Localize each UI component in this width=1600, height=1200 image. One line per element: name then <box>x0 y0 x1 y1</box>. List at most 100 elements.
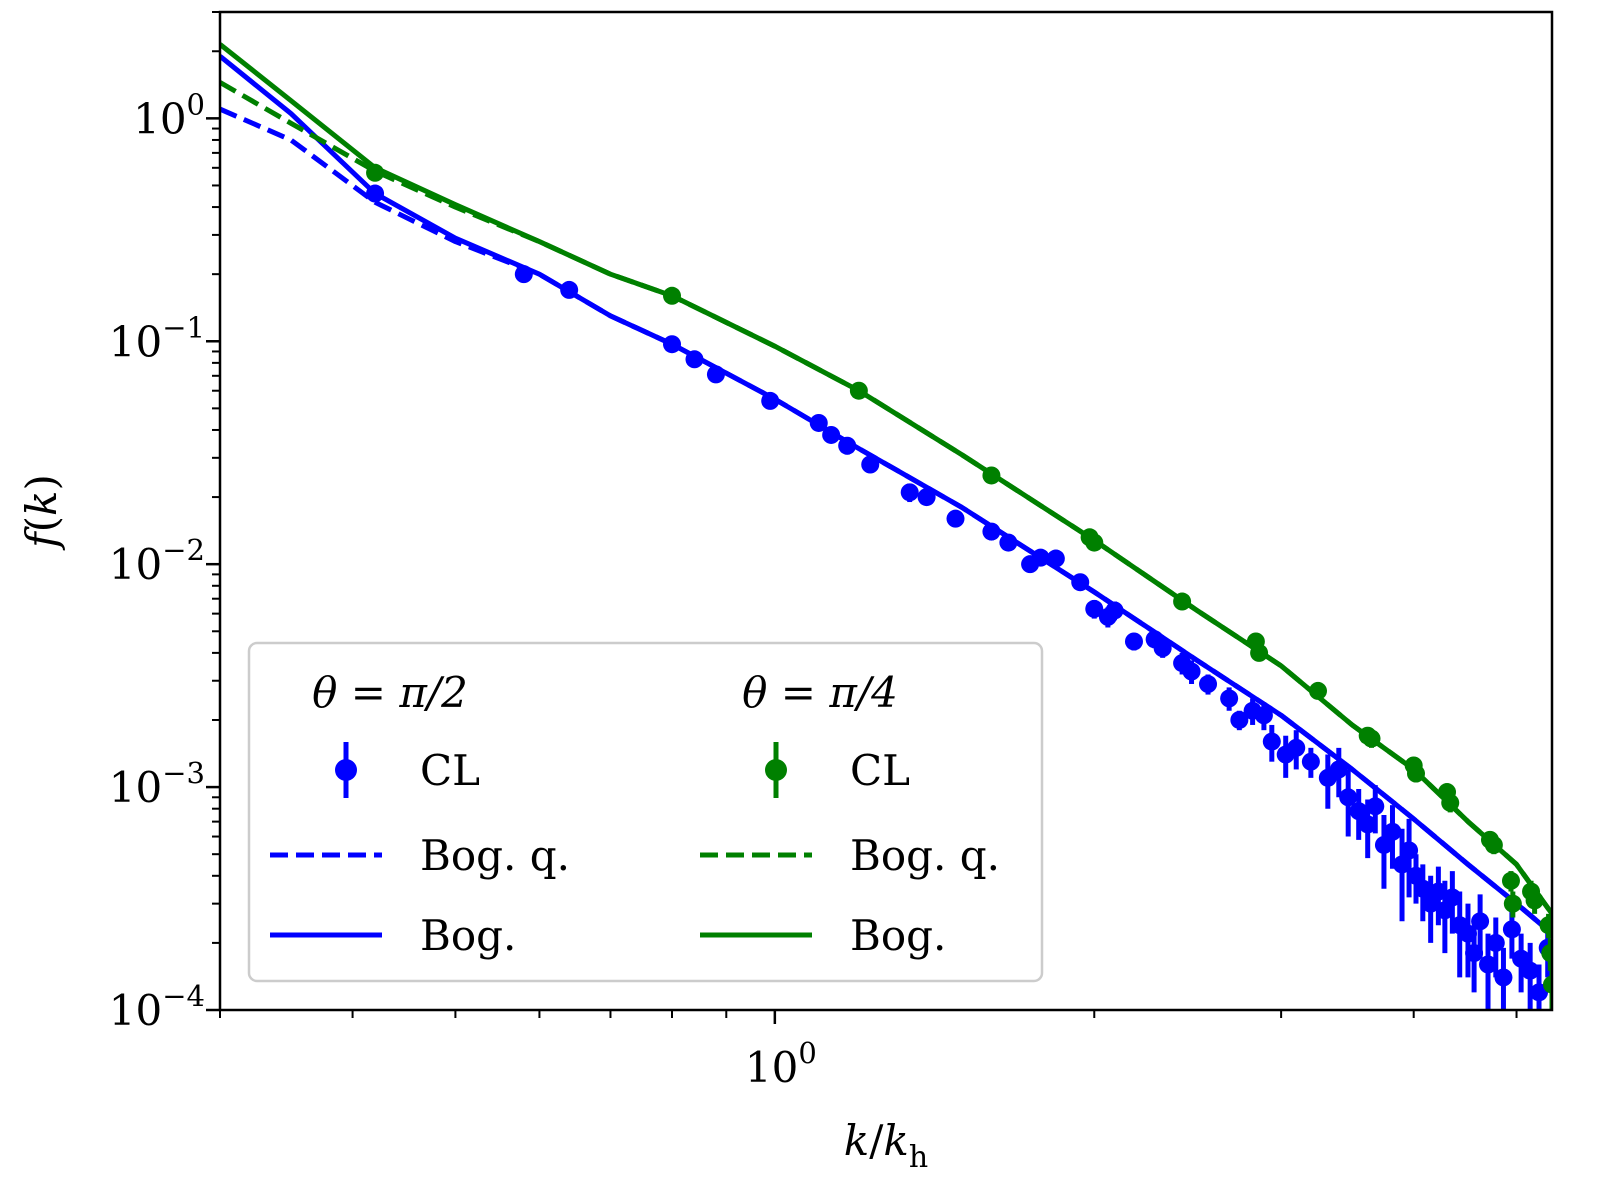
cl-data-point <box>366 163 385 182</box>
y-tick-label: 10−3 <box>109 756 205 812</box>
y-tick-label: 100 <box>133 87 205 143</box>
cl-data-point <box>1173 592 1192 611</box>
y-label-part: ) <box>17 474 66 490</box>
y-label-part: ( <box>17 516 66 532</box>
cl-data-point <box>1262 732 1281 751</box>
points-layer <box>366 163 1552 1010</box>
cl-data-point <box>1484 835 1503 854</box>
x-label-part: k <box>844 1116 869 1165</box>
cl-data-point <box>1541 944 1552 963</box>
cl-data-point <box>1153 639 1172 658</box>
cl-data-point <box>1362 729 1381 748</box>
cl-data-point <box>663 335 682 354</box>
cl-data-point <box>663 286 682 305</box>
cl-data-point <box>849 381 868 400</box>
cl-data-point <box>1521 961 1540 980</box>
cl-data-point <box>1309 681 1328 700</box>
cl-data-point <box>1543 975 1552 994</box>
tick-mantissa: 10 <box>745 1043 798 1092</box>
axis-ticks <box>206 11 1518 1024</box>
cl-data-point <box>1383 822 1402 841</box>
legend-point-marker <box>765 759 787 781</box>
cl-data-point <box>1329 760 1348 779</box>
tick-mantissa: 10 <box>109 763 162 812</box>
x-label-subscript: h <box>909 1140 928 1175</box>
cl-data-point <box>1530 983 1549 1002</box>
tick-mantissa: 10 <box>109 540 162 589</box>
cl-data-point <box>1406 764 1425 783</box>
cl-data-point <box>685 350 704 369</box>
tick-mantissa: 10 <box>109 986 162 1035</box>
cl-data-point <box>1182 662 1201 681</box>
tick-mantissa: 10 <box>133 94 186 143</box>
cl-data-point <box>809 413 828 432</box>
tick-exponent: −3 <box>162 756 205 790</box>
cl-data-point <box>514 265 533 284</box>
y-tick-label: 10−2 <box>109 533 205 589</box>
tick-exponent: 0 <box>187 87 205 121</box>
tick-exponent: −2 <box>162 533 205 567</box>
cl-data-point <box>838 436 857 455</box>
legend-entry-label: Bog. q. <box>420 831 570 880</box>
cl-data-point <box>1393 855 1412 874</box>
legend-entry-label: CL <box>420 746 480 795</box>
x-axis-label: k/kh <box>844 1116 928 1175</box>
legend-entry-label: Bog. q. <box>850 831 1000 880</box>
tick-exponent: −4 <box>162 979 205 1013</box>
cl-data-point <box>1085 599 1104 618</box>
cl-data-point <box>1503 894 1522 913</box>
tick-exponent: −1 <box>162 310 205 344</box>
cl-data-point <box>1250 643 1269 662</box>
tick-mantissa: 10 <box>109 317 162 366</box>
legend: θ = π/2 CL Bog. q. Bog. θ = π/4 CL Bog. q. Bog. <box>247 641 1044 983</box>
cl-data-point <box>1287 738 1306 757</box>
cl-data-point <box>1413 879 1432 898</box>
cl-data-point <box>946 509 965 528</box>
cl-data-point <box>1199 675 1218 694</box>
cl-data-point <box>822 425 841 444</box>
cl-data-point <box>1479 955 1498 974</box>
cl-data-point <box>1124 632 1143 651</box>
cl-data-point <box>1031 548 1050 567</box>
x-label-part: / <box>869 1116 884 1165</box>
cl-data-point <box>1525 891 1544 910</box>
legend-entry-label: Bog. <box>420 911 516 960</box>
cl-data-point <box>1486 933 1505 952</box>
y-axis-label: f(k) <box>17 474 66 551</box>
cl-data-point <box>1071 573 1090 592</box>
cl-data-point <box>1502 920 1521 939</box>
cl-data-point <box>366 184 385 203</box>
cl-data-point <box>1494 968 1513 987</box>
cl-data-point <box>1339 788 1358 807</box>
x-tick-label: 100 <box>745 1036 817 1092</box>
cl-data-point <box>1501 871 1520 890</box>
legend-frame <box>247 641 1044 983</box>
cl-data-point <box>1358 815 1377 834</box>
cl-data-point <box>900 483 919 502</box>
cl-data-point <box>1301 752 1320 771</box>
cl-data-point <box>999 533 1018 552</box>
cl-data-point <box>982 522 1001 541</box>
cl-data-point <box>1374 835 1393 854</box>
cl-data-point <box>1539 916 1552 935</box>
cl-data-point <box>1220 689 1239 708</box>
cl-data-point <box>1230 710 1249 729</box>
cl-data-point <box>560 280 579 299</box>
cl-data-point <box>1046 549 1065 568</box>
cl-data-point <box>1471 912 1490 931</box>
cl-data-point <box>982 466 1001 485</box>
cl-data-point <box>706 365 725 384</box>
cl-data-point <box>1085 533 1104 552</box>
legend-point-marker <box>335 759 357 781</box>
cl-data-point <box>917 488 936 507</box>
legend-column-header: θ = π/2 <box>312 668 468 717</box>
y-label-part: k <box>17 491 66 516</box>
x-label-part: k <box>883 1116 908 1165</box>
cl-data-point <box>761 391 780 410</box>
cl-data-point <box>1366 797 1385 816</box>
legend-column-header: θ = π/4 <box>742 668 898 717</box>
y-tick-label: 10−1 <box>109 310 205 366</box>
plot-frame <box>218 10 1554 1012</box>
